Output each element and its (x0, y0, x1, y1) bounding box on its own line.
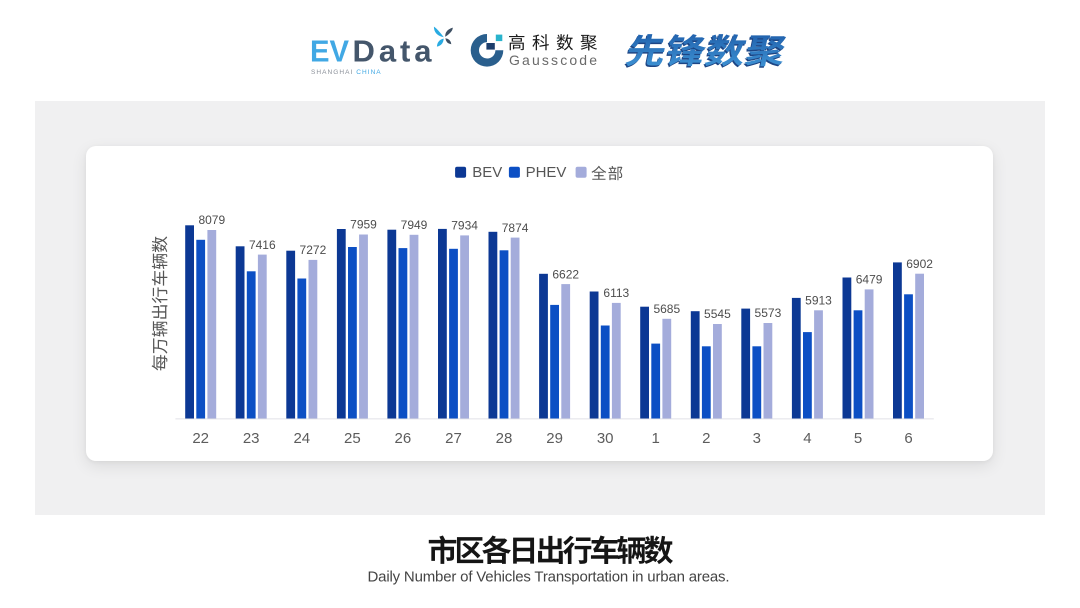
svg-text:7934: 7934 (451, 219, 478, 233)
svg-text:24: 24 (293, 430, 310, 447)
svg-text:7874: 7874 (502, 221, 529, 235)
svg-text:5685: 5685 (653, 302, 680, 316)
svg-text:3: 3 (753, 430, 761, 447)
svg-text:8079: 8079 (198, 213, 225, 227)
svg-text:2: 2 (702, 430, 710, 447)
svg-text:PHEV: PHEV (526, 164, 567, 181)
svg-text:EV: EV (310, 34, 349, 69)
svg-text:1: 1 (652, 430, 660, 447)
svg-text:5913: 5913 (805, 294, 832, 308)
svg-text:23: 23 (243, 430, 260, 447)
svg-text:7949: 7949 (401, 218, 428, 232)
svg-text:5545: 5545 (704, 307, 731, 321)
svg-text:Data: Data (353, 34, 433, 69)
svg-text:6113: 6113 (603, 286, 629, 300)
svg-text:7416: 7416 (249, 238, 276, 252)
svg-text:Gausscode: Gausscode (509, 52, 597, 68)
svg-text:5: 5 (854, 430, 862, 447)
svg-text:BEV: BEV (472, 164, 502, 181)
svg-text:25: 25 (344, 430, 361, 447)
svg-text:4: 4 (803, 430, 811, 447)
svg-text:28: 28 (496, 430, 513, 447)
svg-text:7272: 7272 (300, 243, 327, 257)
svg-text:7959: 7959 (350, 218, 377, 232)
svg-text:29: 29 (546, 430, 563, 447)
svg-text:6902: 6902 (906, 257, 933, 271)
svg-text:26: 26 (395, 430, 412, 447)
svg-text:30: 30 (597, 430, 614, 447)
svg-text:27: 27 (445, 430, 462, 447)
svg-text:6479: 6479 (856, 273, 883, 287)
svg-text:22: 22 (192, 430, 209, 447)
svg-text:Daily Number of Vehicles Trans: Daily Number of Vehicles Transportation … (368, 569, 730, 586)
svg-text:6622: 6622 (552, 267, 579, 281)
svg-text:5573: 5573 (755, 306, 782, 320)
svg-text:6: 6 (904, 430, 912, 447)
svg-text:SHANGHAI CHINA: SHANGHAI CHINA (311, 69, 382, 76)
